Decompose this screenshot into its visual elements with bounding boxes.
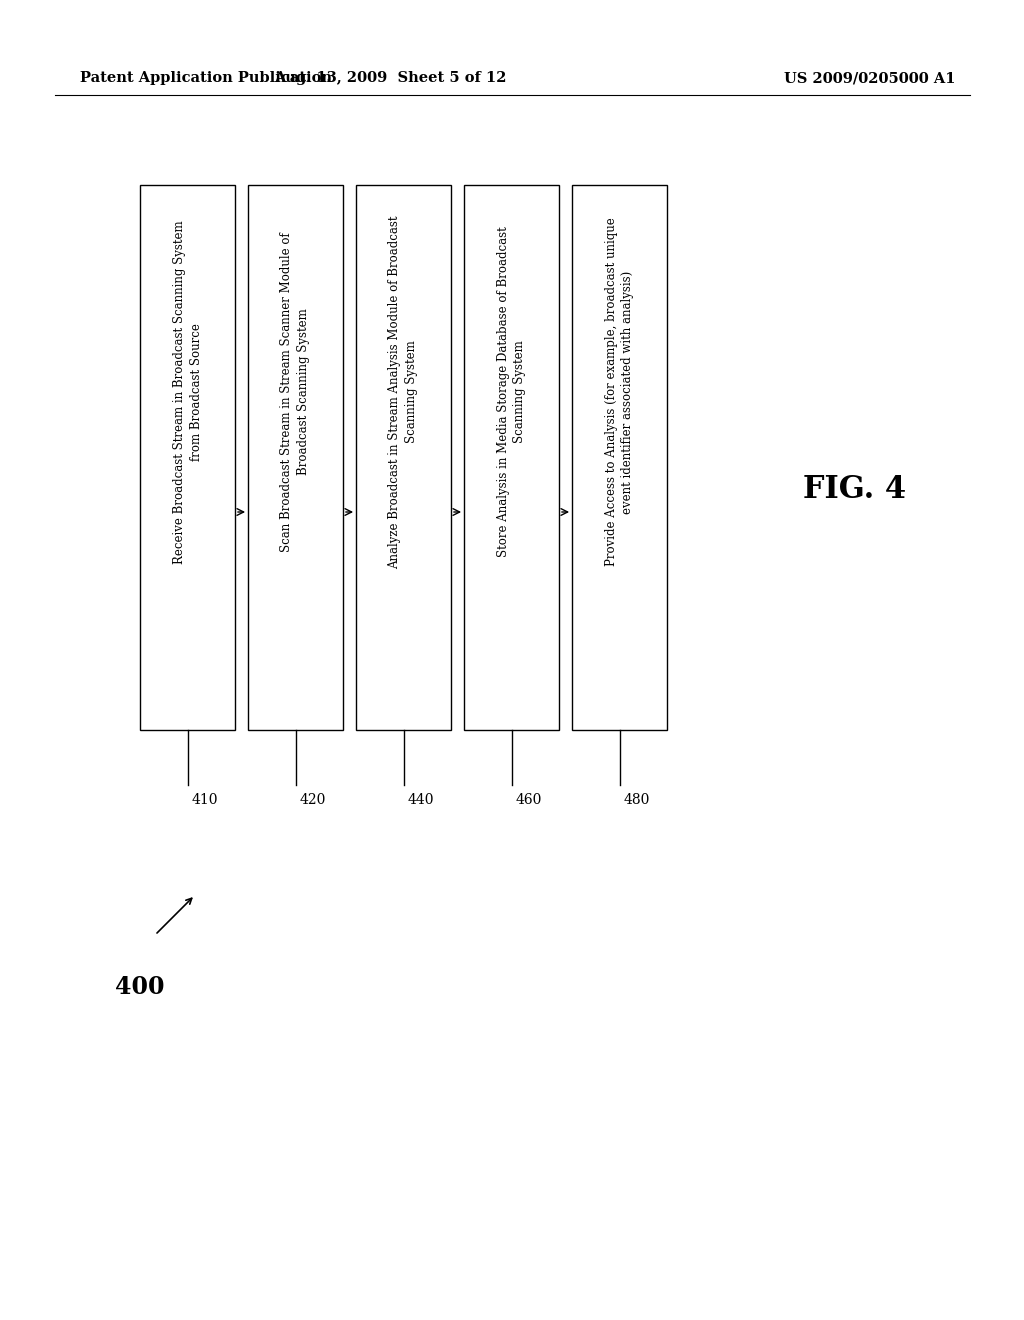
Text: 400: 400 xyxy=(115,975,165,999)
Text: Aug. 13, 2009  Sheet 5 of 12: Aug. 13, 2009 Sheet 5 of 12 xyxy=(273,71,506,84)
Bar xyxy=(464,185,559,730)
Bar xyxy=(140,185,234,730)
Text: Provide Access to Analysis (for example, broadcast unique
event identifier assoc: Provide Access to Analysis (for example,… xyxy=(604,218,635,566)
Text: 410: 410 xyxy=(191,793,218,807)
Text: 460: 460 xyxy=(515,793,542,807)
Bar xyxy=(572,185,667,730)
Text: Receive Broadcast Stream in Broadcast Scanning System
from Broadcast Source: Receive Broadcast Stream in Broadcast Sc… xyxy=(172,220,203,564)
Bar xyxy=(248,185,343,730)
Text: Scan Broadcast Stream in Stream Scanner Module of
Broadcast Scanning System: Scan Broadcast Stream in Stream Scanner … xyxy=(281,232,310,552)
Text: US 2009/0205000 A1: US 2009/0205000 A1 xyxy=(784,71,955,84)
Text: Store Analysis in Media Storage Database of Broadcast
Scanning System: Store Analysis in Media Storage Database… xyxy=(497,227,526,557)
Text: 480: 480 xyxy=(624,793,650,807)
Text: Analyze Broadcast in Stream Analysis Module of Broadcast
Scanning System: Analyze Broadcast in Stream Analysis Mod… xyxy=(388,215,419,569)
Bar xyxy=(356,185,451,730)
Text: 440: 440 xyxy=(408,793,434,807)
Text: 420: 420 xyxy=(299,793,326,807)
Text: FIG. 4: FIG. 4 xyxy=(804,474,906,506)
Text: Patent Application Publication: Patent Application Publication xyxy=(80,71,332,84)
